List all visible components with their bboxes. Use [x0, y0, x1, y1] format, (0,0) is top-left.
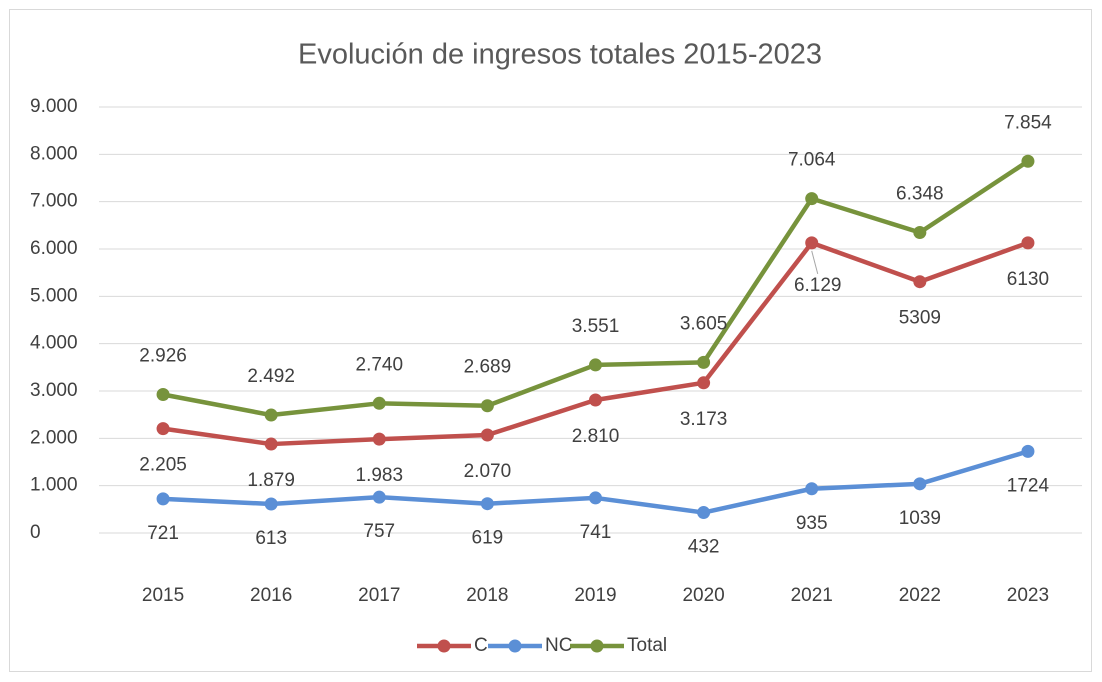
- data-point: [913, 275, 927, 289]
- y-tick-label: 3.000: [30, 380, 78, 401]
- y-tick-label: 1.000: [30, 475, 78, 496]
- chart-title: Evolución de ingresos totales 2015-2023: [298, 39, 822, 71]
- data-point: [156, 492, 170, 506]
- y-tick-label: 6.000: [30, 238, 78, 259]
- data-point: [805, 236, 819, 250]
- data-point: [264, 408, 278, 422]
- data-label: 2.205: [139, 455, 187, 476]
- data-point: [372, 432, 386, 446]
- y-tick-label: 8.000: [30, 143, 78, 164]
- data-label: 7.064: [788, 150, 836, 171]
- legend-marker: [508, 639, 522, 653]
- x-tick-label: 2023: [1007, 585, 1049, 606]
- y-tick-label: 2.000: [30, 427, 78, 448]
- data-label: 5309: [899, 308, 941, 329]
- data-label: 2.740: [356, 354, 404, 375]
- x-tick-label: 2022: [899, 585, 941, 606]
- y-tick-label: 4.000: [30, 333, 78, 354]
- data-label: 741: [580, 522, 612, 543]
- x-tick-label: 2015: [142, 585, 184, 606]
- data-label: 6.129: [794, 275, 842, 296]
- data-label: 1724: [1007, 475, 1050, 496]
- x-tick-label: 2018: [466, 585, 508, 606]
- y-tick-label: 9.000: [30, 96, 78, 117]
- data-label: 6130: [1007, 269, 1049, 290]
- data-point: [480, 399, 494, 413]
- x-tick-label: 2016: [250, 585, 292, 606]
- data-label: 1.983: [356, 465, 404, 486]
- data-label: 2.689: [464, 357, 512, 378]
- data-point: [480, 497, 494, 511]
- data-point: [589, 491, 602, 505]
- x-tick-label: 2019: [574, 585, 616, 606]
- data-label: 2.810: [572, 426, 620, 447]
- data-label: 2.926: [139, 346, 187, 367]
- chart-border: [9, 9, 1092, 672]
- data-point: [1021, 444, 1035, 458]
- data-point: [697, 376, 711, 390]
- data-label: 3.173: [680, 409, 728, 430]
- data-label: 1.879: [247, 470, 295, 491]
- data-label: 2.070: [464, 461, 512, 482]
- data-label: 721: [147, 523, 179, 544]
- legend-label: NC: [545, 635, 572, 656]
- data-point: [480, 428, 494, 442]
- legend-label: C: [474, 635, 488, 656]
- data-label: 7.854: [1004, 112, 1052, 133]
- data-point: [697, 355, 711, 369]
- data-label: 619: [472, 528, 504, 549]
- data-point: [372, 490, 386, 504]
- data-label: 613: [255, 528, 287, 549]
- data-label: 935: [796, 513, 828, 534]
- x-tick-label: 2021: [791, 585, 833, 606]
- data-point: [156, 388, 170, 402]
- data-label: 6.348: [896, 184, 944, 205]
- x-tick-label: 2020: [682, 585, 724, 606]
- y-tick-label: 7.000: [30, 191, 78, 212]
- data-point: [264, 437, 278, 451]
- data-label: 757: [363, 521, 395, 542]
- y-tick-label: 5.000: [30, 285, 78, 306]
- leader-line: [811, 250, 819, 275]
- data-point: [1021, 154, 1035, 168]
- data-label: 432: [688, 537, 720, 558]
- data-point: [264, 497, 278, 511]
- data-point: [805, 192, 819, 206]
- data-label: 3.551: [572, 316, 620, 337]
- data-point: [805, 482, 819, 496]
- data-point: [589, 393, 602, 407]
- data-point: [156, 422, 170, 436]
- data-point: [913, 226, 927, 240]
- legend-label: Total: [627, 635, 667, 656]
- data-point: [372, 396, 386, 410]
- y-tick-label: 0: [30, 522, 41, 543]
- data-point: [913, 477, 927, 491]
- data-label: 2.492: [247, 366, 295, 387]
- x-tick-label: 2017: [358, 585, 400, 606]
- legend-marker: [437, 639, 451, 653]
- data-point: [589, 358, 602, 372]
- data-label: 1039: [899, 508, 941, 529]
- data-label: 3.605: [680, 313, 728, 334]
- legend-marker: [590, 639, 604, 653]
- data-point: [1021, 236, 1035, 250]
- data-point: [697, 506, 711, 520]
